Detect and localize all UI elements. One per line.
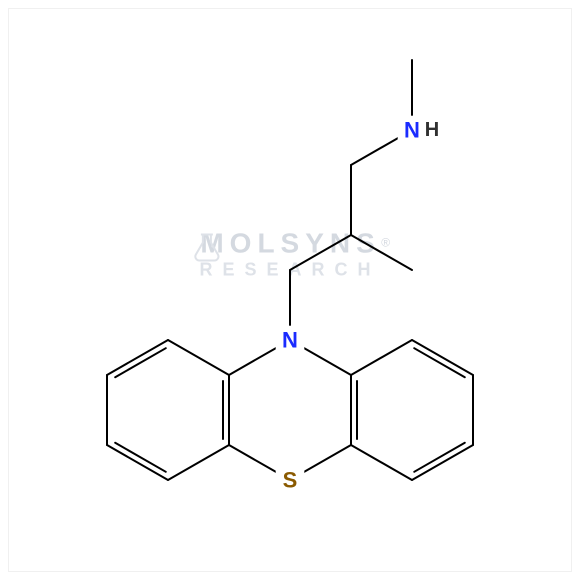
molecule-svg: SNNH [0, 0, 580, 580]
svg-text:S: S [283, 468, 298, 493]
chem-structure-stage: MOLSYNS ® RESEARCH SNNH [0, 0, 580, 580]
svg-text:N: N [282, 328, 298, 353]
svg-text:N: N [404, 118, 420, 143]
svg-text:H: H [425, 119, 439, 141]
